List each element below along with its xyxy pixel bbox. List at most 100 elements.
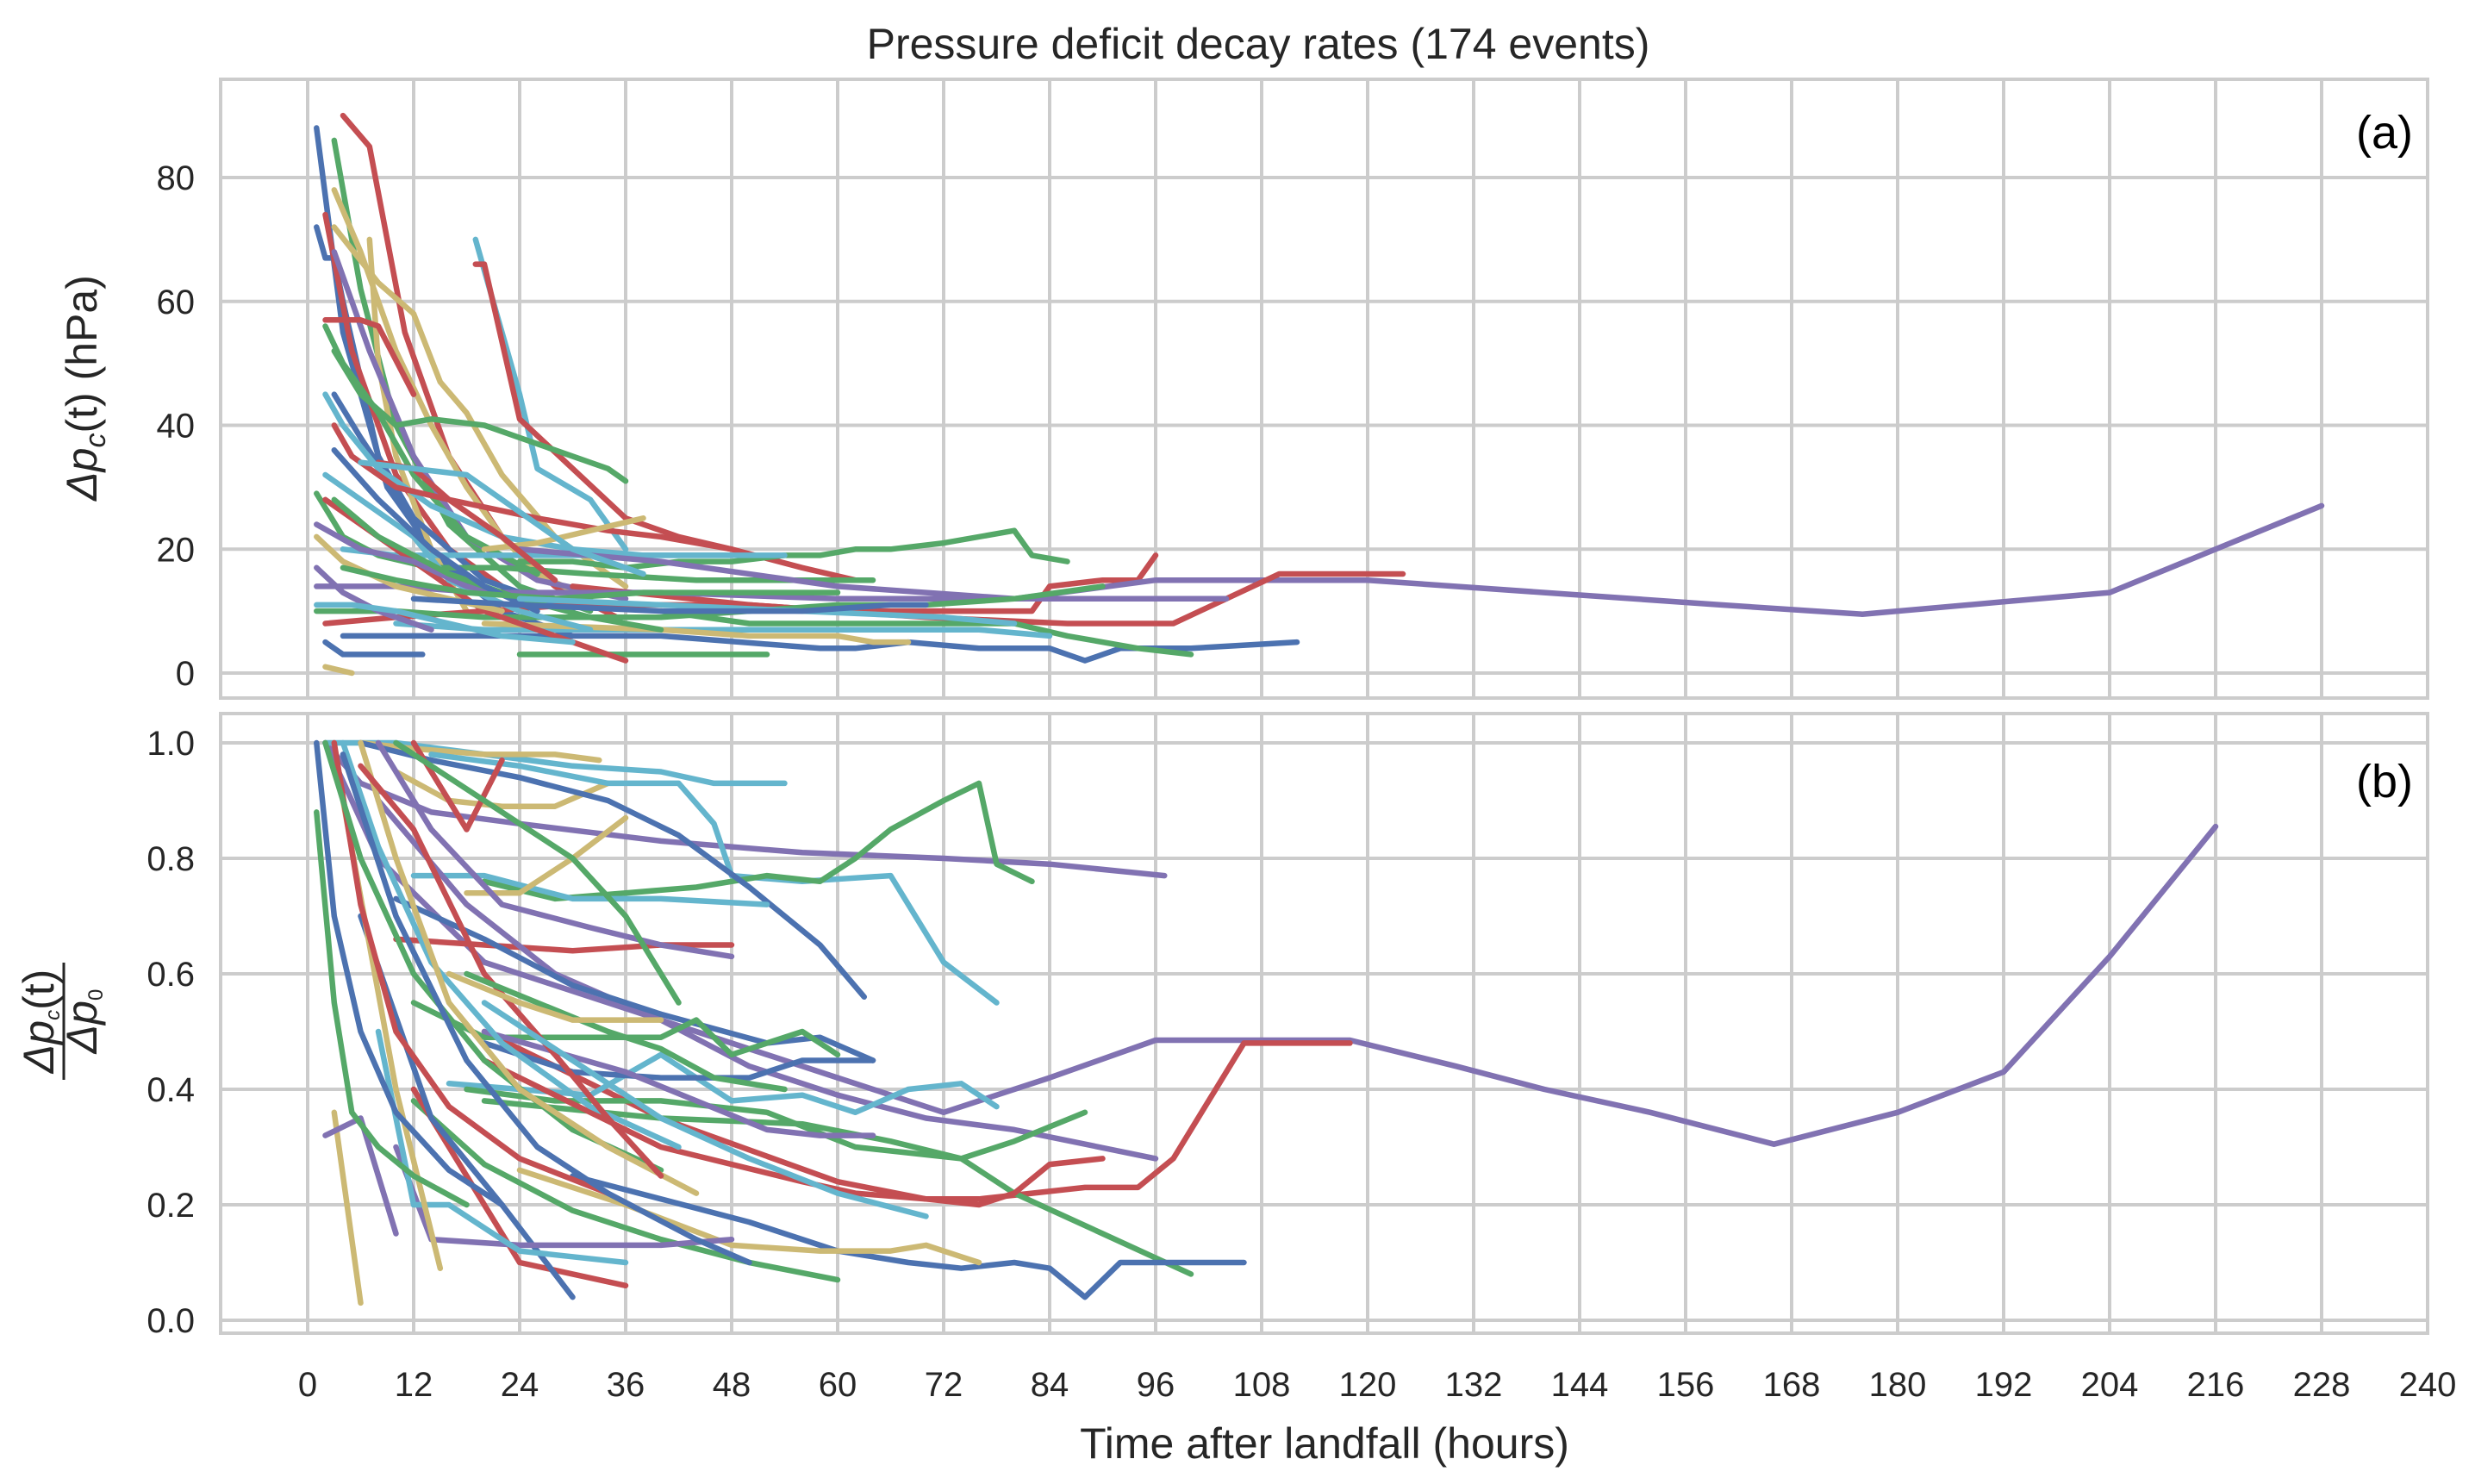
- panel-a-label: (a): [2356, 107, 2413, 159]
- x-tick-label: 156: [1657, 1366, 1715, 1404]
- ylabel-b-num-main: Δp: [15, 1020, 63, 1074]
- x-tick-label: 240: [2399, 1366, 2457, 1404]
- series-line-a-38: [314, 602, 576, 645]
- x-tick-label: 108: [1233, 1366, 1291, 1404]
- series-line-b-41: [340, 751, 752, 1266]
- panel-a-y-ticks: 0 20 40 60 80: [157, 159, 196, 693]
- x-tick-label: 12: [395, 1366, 433, 1404]
- series-line-b-36: [358, 739, 700, 1196]
- ylabel-b-num-rest: (t): [15, 970, 63, 1010]
- series-line-b-40: [358, 763, 664, 1179]
- y-tick-label: 0.6: [147, 956, 195, 994]
- series-line-b-13: [393, 895, 876, 1063]
- x-tick-label: 120: [1339, 1366, 1397, 1404]
- series-line-b-31: [314, 809, 470, 1208]
- ylabel-a-rest: (t) (hPa): [58, 275, 106, 433]
- series-line-a-22: [516, 502, 2325, 617]
- x-tick-label: 168: [1763, 1366, 1821, 1404]
- series-line-a-45: [410, 595, 929, 614]
- series-line-b-21: [570, 1173, 1247, 1300]
- panel-a-series: [314, 112, 2325, 677]
- x-tick-label: 204: [2081, 1366, 2139, 1404]
- series-line-b-18: [481, 1098, 1194, 1277]
- panel-b-y-ticks: 0.0 0.2 0.4 0.6 0.8 1.0: [147, 725, 195, 1340]
- x-tick-label: 72: [925, 1366, 963, 1404]
- y-tick-label: 0.2: [147, 1187, 195, 1225]
- series-line-a-32: [322, 664, 355, 677]
- series-line-b-28: [331, 1109, 364, 1306]
- series-line-b-16: [481, 1040, 876, 1081]
- series-line-a-29: [481, 620, 912, 645]
- series-line-a-42: [358, 459, 646, 577]
- series-line-b-30: [322, 1115, 399, 1237]
- series-line-b-44: [446, 970, 664, 1023]
- series-line-b-20: [481, 1028, 876, 1138]
- panel-b: 0.00.20.40.60.81.0 (b) Δpc(t) Δp0: [15, 712, 2429, 1340]
- x-tick-label: 60: [819, 1366, 857, 1404]
- x-tick-label: 36: [607, 1366, 645, 1404]
- series-line-b-43: [464, 970, 788, 1093]
- series-line-b-4: [358, 739, 602, 764]
- y-tick-label: 0.8: [147, 840, 195, 878]
- series-line-b-39: [393, 739, 682, 1006]
- panel-a-frame: [219, 78, 2429, 700]
- series-line-b-23: [410, 1098, 841, 1283]
- ylabel-b-num-sub: c: [41, 1010, 65, 1020]
- panel-b-series: [314, 739, 2219, 1306]
- series-line-b-24: [410, 1086, 629, 1289]
- series-line-a-11: [322, 317, 417, 397]
- series-line-b-1: [481, 1028, 1353, 1202]
- series-line-a-27: [658, 608, 1194, 658]
- panel-b-y-axis-label: Δpc(t) Δp0: [15, 963, 108, 1080]
- y-tick-label: 0: [176, 655, 195, 693]
- ylabel-b-den-main: Δp: [58, 1001, 106, 1054]
- x-tick-label: 216: [2187, 1366, 2245, 1404]
- x-tick-label: 84: [1031, 1366, 1069, 1404]
- x-axis-label: Time after landfall (hours): [1080, 1419, 1569, 1468]
- x-tick-label: 144: [1551, 1366, 1609, 1404]
- x-tick-label: 24: [501, 1366, 539, 1404]
- x-tick-label: 192: [1975, 1366, 2033, 1404]
- y-tick-label: 60: [157, 284, 196, 321]
- y-tick-label: 1.0: [147, 725, 195, 763]
- series-line-b-0: [322, 739, 2219, 1147]
- y-tick-label: 20: [157, 531, 196, 569]
- series-line-b-12: [375, 797, 1159, 1162]
- x-tick-label: 48: [713, 1366, 751, 1404]
- svg-text:Δpc(t): Δpc(t): [15, 970, 65, 1075]
- series-line-b-38: [410, 739, 505, 832]
- panel-a-grid: [221, 79, 2429, 698]
- panel-b-frame: [219, 712, 2429, 1335]
- series-line-a-31: [322, 639, 426, 658]
- x-tick-label: 180: [1869, 1366, 1927, 1404]
- series-line-b-32: [314, 739, 505, 1208]
- ylabel-a-main: Δp: [58, 448, 106, 502]
- series-line-b-37: [375, 739, 735, 960]
- series-line-b-8: [358, 739, 868, 1001]
- series-line-b-11: [393, 936, 735, 954]
- y-tick-label: 80: [157, 159, 196, 197]
- panel-b-label: (b): [2356, 756, 2413, 807]
- svg-text:Δp0: Δp0: [58, 989, 108, 1055]
- x-tick-label: 228: [2293, 1366, 2351, 1404]
- series-line-b-6: [428, 751, 1000, 1006]
- y-tick-label: 40: [157, 408, 196, 446]
- chart-title: Pressure deficit decay rates (174 events…: [867, 20, 1650, 68]
- series-line-a-9: [472, 236, 629, 552]
- panel-a-y-axis-label: Δpc(t) (hPa): [58, 275, 112, 502]
- series-line-b-33: [331, 739, 611, 1196]
- x-tick-labels: 0 12 24 36 48 60 72 84 96 108 120 132 144 156 168 180 19…: [298, 1366, 2457, 1404]
- series-line-a-13: [331, 348, 629, 484]
- series-line-b-7: [481, 780, 1035, 902]
- series-line-b-5: [393, 769, 611, 809]
- x-tick-label: 0: [298, 1366, 317, 1404]
- ylabel-b-den-sub: 0: [84, 989, 108, 1001]
- series-line-b-9: [410, 872, 770, 907]
- series-line-a-6: [331, 224, 629, 589]
- series-line-b-42: [481, 1000, 929, 1219]
- series-line-b-26: [393, 1144, 735, 1249]
- y-tick-label: 0.4: [147, 1071, 195, 1109]
- series-line-a-34: [322, 471, 594, 633]
- svg-text:Δpc(t) (hPa): Δpc(t) (hPa): [58, 275, 112, 502]
